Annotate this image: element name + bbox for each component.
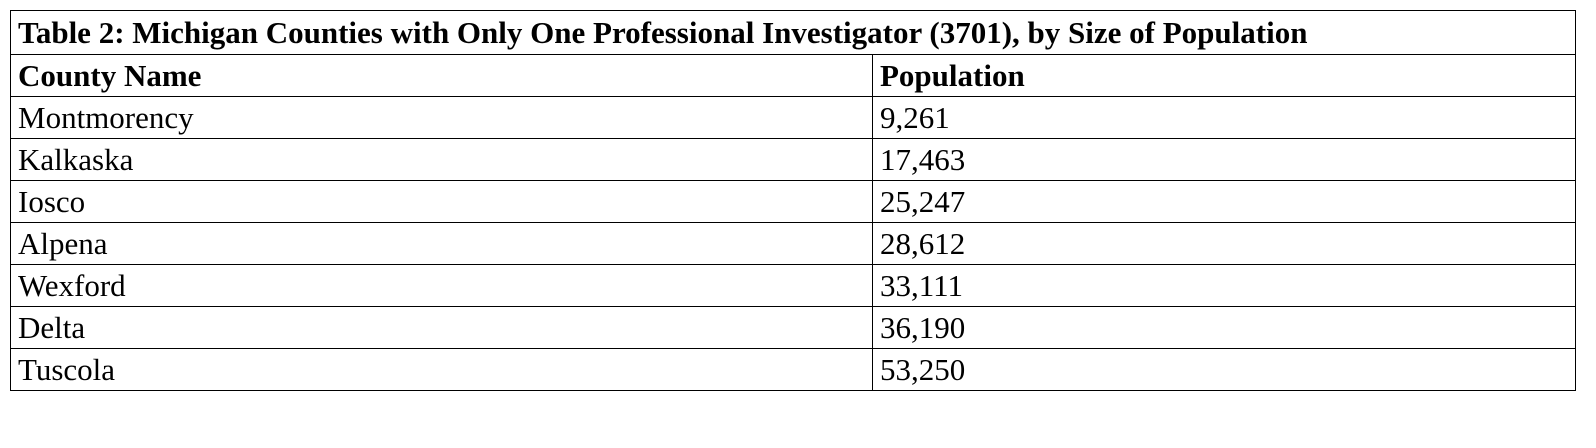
county-name: Wexford — [10, 264, 873, 307]
table-row: Delta 36,190 — [10, 306, 1576, 349]
column-header: County Name — [10, 54, 873, 97]
county-name: Iosco — [10, 180, 873, 223]
table-row: Alpena 28,612 — [10, 222, 1576, 265]
population: 53,250 — [872, 348, 1576, 391]
table-row: Iosco 25,247 — [10, 180, 1576, 223]
county-name: Tuscola — [10, 348, 873, 391]
county-name: Montmorency — [10, 96, 873, 139]
population: 28,612 — [872, 222, 1576, 265]
title-row: Table 2: Michigan Counties with Only One… — [10, 10, 1576, 55]
column-header: Population — [872, 54, 1576, 97]
table-row: Kalkaska 17,463 — [10, 138, 1576, 181]
population: 36,190 — [872, 306, 1576, 349]
table-body: Montmorency 9,261 Kalkaska 17,463 Iosco 25,24… — [10, 96, 1576, 391]
population: 9,261 — [872, 96, 1576, 139]
population: 33,111 — [872, 264, 1576, 307]
header-row: County Name Population — [10, 54, 1576, 97]
table-row: Tuscola 53,250 — [10, 348, 1576, 391]
population: 17,463 — [872, 138, 1576, 181]
table-row: Wexford 33,111 — [10, 264, 1576, 307]
table-row: Montmorency 9,261 — [10, 96, 1576, 139]
county-name: Delta — [10, 306, 873, 349]
data-table: Table 2: Michigan Counties with Only One… — [10, 10, 1576, 391]
table-title: Table 2: Michigan Counties with Only One… — [10, 10, 1576, 55]
county-name: Alpena — [10, 222, 873, 265]
county-name: Kalkaska — [10, 138, 873, 181]
population: 25,247 — [872, 180, 1576, 223]
